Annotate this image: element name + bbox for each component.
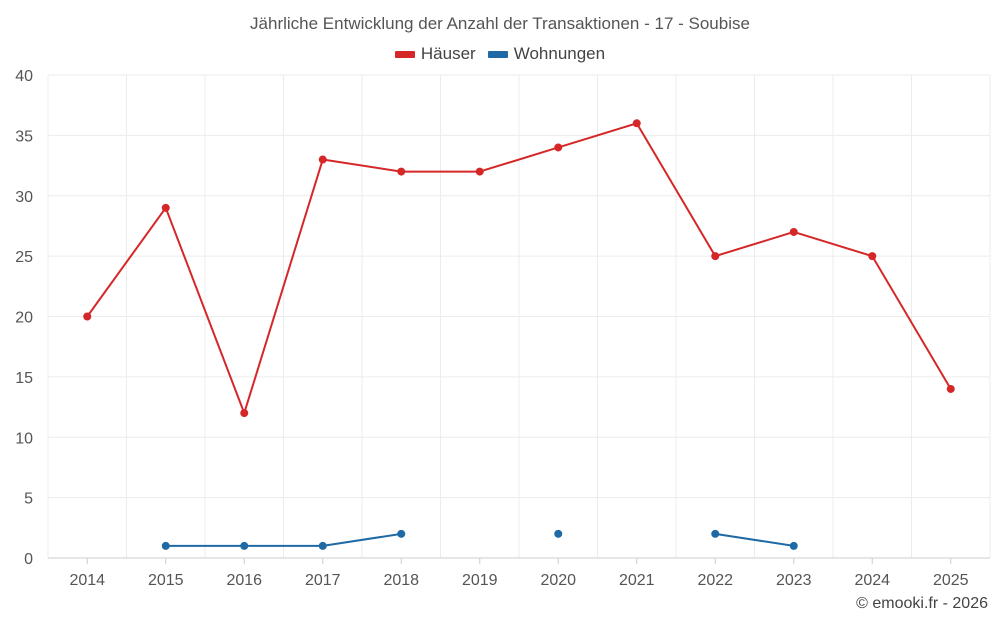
x-tick-label-2016: 2016 [226, 572, 262, 589]
x-tick-label-2014: 2014 [69, 572, 105, 589]
point-wohnungen-2017 [318, 541, 327, 550]
point-haeuser-2023 [789, 227, 798, 236]
x-tick-label-2022: 2022 [697, 572, 733, 589]
point-haeuser-2025 [946, 384, 955, 393]
point-wohnungen-2018 [397, 529, 406, 538]
x-tick-label-2024: 2024 [854, 572, 890, 589]
point-wohnungen-2015 [161, 541, 170, 550]
x-tick-label-2025: 2025 [933, 572, 969, 589]
x-tick-label-2017: 2017 [305, 572, 341, 589]
point-wohnungen-2020 [554, 529, 563, 538]
series-line-haeuser-2024-2025 [871, 255, 952, 390]
series-line-haeuser-2016-2017 [243, 158, 324, 415]
point-haeuser-2018 [397, 167, 406, 176]
legend-label-wohnungen: Wohnungen [513, 44, 606, 63]
x-tick-label-2020: 2020 [540, 572, 576, 589]
y-tick-label-15: 15 [15, 370, 33, 387]
y-tick-label-20: 20 [15, 310, 33, 327]
series-line-wohnungen-2022-2023 [714, 532, 795, 547]
y-tick-label-10: 10 [15, 430, 33, 447]
y-tick-label-25: 25 [15, 249, 33, 266]
x-tick-label-2023: 2023 [776, 572, 812, 589]
point-haeuser-2017 [318, 155, 327, 164]
series-line-haeuser-2022-2023 [714, 230, 795, 258]
x-tick-label-2019: 2019 [462, 572, 498, 589]
series-line-haeuser-2015-2016 [164, 206, 246, 415]
series-line-haeuser-2014-2015 [86, 206, 167, 318]
legend-item-haeuser[interactable]: Häuser [394, 44, 476, 64]
y-tick-label-5: 5 [24, 491, 33, 508]
point-haeuser-2021 [632, 119, 641, 128]
point-haeuser-2020 [554, 143, 563, 152]
x-tick-label-2015: 2015 [148, 572, 184, 589]
point-wohnungen-2023 [789, 541, 798, 550]
legend-item-wohnungen[interactable]: Wohnungen [487, 44, 606, 64]
point-haeuser-2022 [711, 252, 720, 261]
point-haeuser-2016 [240, 409, 249, 418]
y-tick-label-30: 30 [15, 189, 33, 206]
series-line-wohnungen-2017-2018 [321, 532, 403, 547]
point-haeuser-2014 [83, 312, 92, 321]
legend: Häuser Wohnungen [0, 44, 1000, 64]
y-tick-label-35: 35 [15, 128, 33, 145]
point-haeuser-2015 [161, 203, 170, 212]
series-line-haeuser-2017-2018 [321, 158, 403, 173]
chart-title: Jährliche Entwicklung der Anzahl der Tra… [250, 14, 750, 33]
y-tick-label-0: 0 [24, 551, 33, 568]
series-line-haeuser-2023-2024 [792, 230, 874, 258]
series-line-haeuser-2019-2020 [478, 146, 560, 173]
x-tick-label-2018: 2018 [383, 572, 419, 589]
point-wohnungen-2016 [240, 541, 249, 550]
y-tick-label-40: 40 [15, 68, 33, 85]
x-tick-label-2021: 2021 [619, 572, 655, 589]
credit-text: © emooki.fr - 2026 [856, 595, 988, 612]
legend-swatch-haeuser [394, 50, 415, 58]
legend-label-haeuser: Häuser [420, 44, 476, 63]
legend-swatch-wohnungen [487, 50, 508, 58]
point-haeuser-2024 [868, 252, 877, 261]
series-line-haeuser-2020-2021 [557, 122, 638, 149]
series-line-haeuser-2021-2022 [635, 122, 717, 258]
point-haeuser-2019 [475, 167, 484, 176]
point-wohnungen-2022 [711, 529, 720, 538]
